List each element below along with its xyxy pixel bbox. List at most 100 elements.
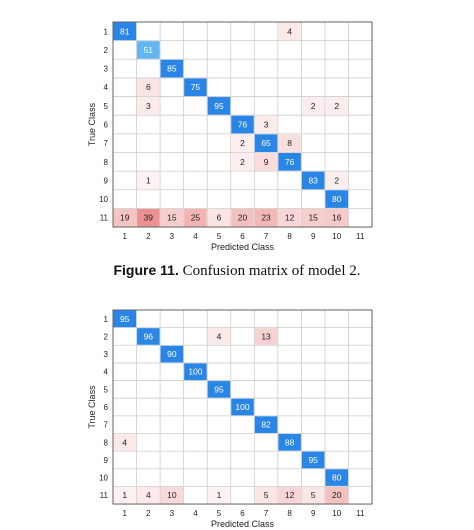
matrix-cell: [278, 152, 301, 171]
matrix-cell: [254, 115, 278, 134]
cell-value-label: 80: [332, 194, 342, 204]
cell-value-label: 13: [261, 331, 271, 341]
cell-value-label: 1: [217, 490, 222, 500]
cell-value-label: 88: [285, 437, 295, 447]
x-tick-label: 5: [217, 509, 222, 518]
matrix-cell: [207, 486, 231, 504]
matrix-cell: [137, 486, 160, 504]
cell-value-label: 100: [188, 367, 202, 377]
x-tick-label: 1: [123, 232, 128, 241]
cell-value-label: 85: [167, 64, 177, 74]
matrix-cell: [254, 134, 278, 152]
matrix-cell: [160, 59, 184, 78]
matrix-cell: [207, 97, 231, 115]
matrix-cell: [207, 328, 231, 345]
matrix-cell: [137, 97, 160, 115]
matrix-cell: [113, 433, 137, 451]
matrix-cell: [278, 433, 301, 451]
x-axis-label: Predicted Class: [211, 242, 275, 252]
matrix-border: [112, 21, 373, 228]
figure-caption-text: Confusion matrix of model 2.: [182, 263, 361, 279]
matrix-cell: [231, 134, 254, 152]
x-tick-label: 9: [311, 509, 316, 518]
x-tick-label: 8: [287, 232, 292, 241]
cell-value-label: 15: [167, 213, 177, 223]
cell-value-label: 96: [144, 331, 154, 341]
cell-value-label: 95: [120, 314, 130, 324]
cell-value-label: 19: [120, 213, 130, 223]
matrix-cell: [254, 152, 278, 171]
cell-value-label: 82: [261, 420, 271, 430]
cell-value-label: 20: [238, 213, 248, 223]
cell-value-label: 9: [264, 157, 269, 167]
matrix-cell: [184, 363, 207, 381]
y-tick-label: 5: [104, 385, 109, 394]
cell-value-label: 4: [217, 331, 222, 341]
y-tick-label: 10: [99, 195, 108, 204]
cell-value-label: 76: [285, 157, 295, 167]
cell-value-label: 81: [120, 26, 130, 36]
y-tick-label: 8: [104, 438, 109, 447]
x-tick-label: 6: [240, 509, 245, 518]
matrix-cell: [301, 208, 325, 227]
matrix-cell: [231, 208, 254, 227]
cell-value-label: 16: [332, 213, 342, 223]
cell-value-label: 15: [308, 213, 318, 223]
matrix-cell: [278, 22, 301, 41]
cell-value-label: 6: [146, 82, 151, 92]
matrix-cell: [137, 41, 160, 59]
cell-value-label: 5: [264, 490, 269, 500]
y-tick-label: 5: [104, 102, 109, 111]
cell-value-label: 8: [287, 138, 292, 148]
x-tick-label: 3: [170, 232, 175, 241]
matrix-cell: [301, 486, 325, 504]
x-tick-label: 11: [356, 232, 365, 241]
figure-caption-label: Figure 11.: [113, 262, 179, 278]
matrix-cell: [113, 486, 137, 504]
y-tick-label: 7: [104, 421, 109, 430]
matrix-cell: [231, 152, 254, 171]
cell-value-label: 75: [191, 82, 201, 92]
matrix-cell: [160, 486, 184, 504]
matrix-cell: [137, 171, 160, 190]
x-tick-label: 8: [287, 509, 292, 518]
x-tick-label: 11: [356, 509, 365, 518]
y-axis-label: True Class: [87, 102, 97, 146]
y-tick-label: 1: [104, 315, 109, 324]
cell-value-label: 95: [214, 101, 224, 111]
cell-value-label: 2: [311, 101, 316, 111]
cell-value-label: 23: [261, 213, 271, 223]
cell-value-label: 51: [144, 45, 154, 55]
cell-value-label: 3: [264, 120, 269, 130]
y-tick-label: 2: [104, 46, 109, 55]
figure-caption: Figure 11. Confusion matrix of model 2.: [0, 262, 474, 280]
y-tick-label: 3: [104, 350, 109, 359]
cell-value-label: 83: [308, 175, 318, 185]
cell-value-label: 2: [334, 101, 339, 111]
matrix-cell: [231, 398, 254, 416]
matrix-cell: [325, 486, 348, 504]
cell-value-label: 95: [308, 455, 318, 465]
matrix-cell: [207, 208, 231, 227]
cell-value-label: 39: [144, 213, 154, 223]
cell-value-label: 4: [146, 490, 151, 500]
matrix-border: [112, 309, 373, 505]
x-tick-label: 7: [264, 509, 269, 518]
cell-value-label: 20: [332, 490, 342, 500]
x-tick-label: 5: [217, 232, 222, 241]
x-tick-label: 10: [332, 232, 341, 241]
cell-value-label: 12: [285, 213, 295, 223]
matrix-cell: [301, 171, 325, 190]
matrix-cell: [254, 328, 278, 345]
matrix-cell: [278, 486, 301, 504]
cell-value-label: 1: [122, 490, 127, 500]
cell-value-label: 25: [191, 213, 201, 223]
x-tick-label: 4: [193, 232, 198, 241]
x-tick-label: 6: [240, 232, 245, 241]
cell-value-label: 3: [146, 101, 151, 111]
y-tick-label: 11: [100, 214, 109, 223]
matrix-cell: [160, 345, 184, 363]
